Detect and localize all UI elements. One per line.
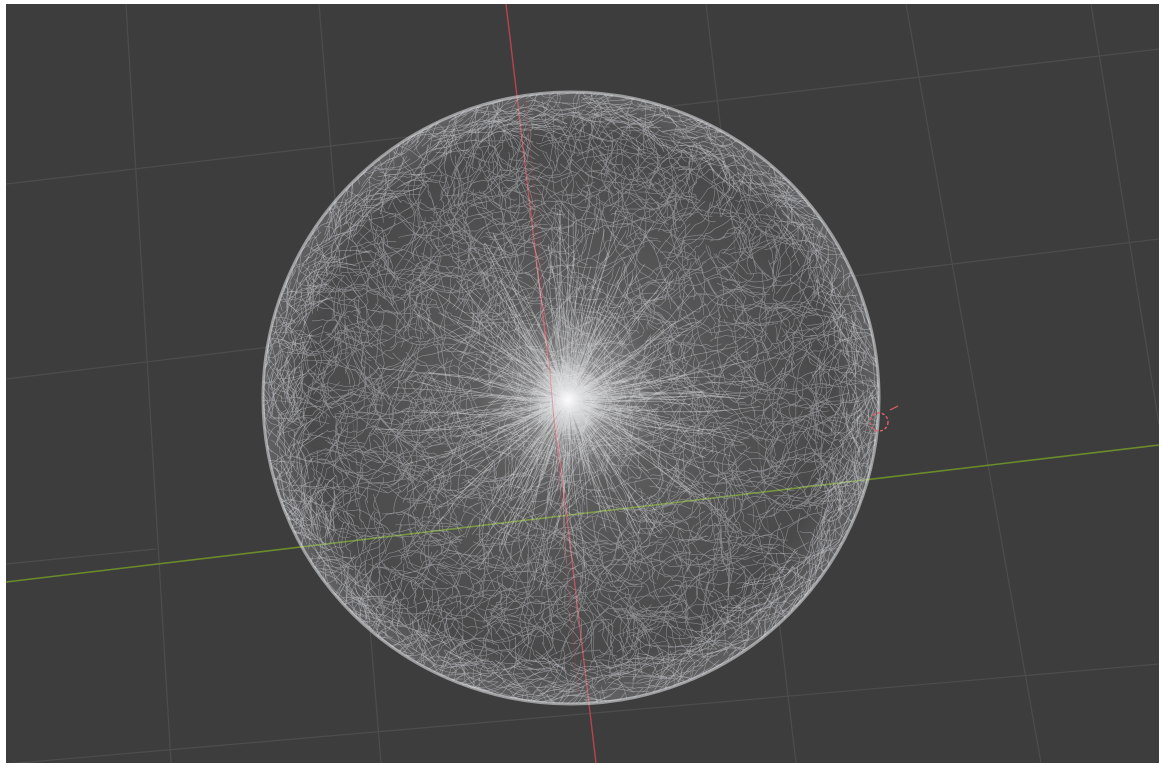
hair-fiber-strands bbox=[263, 92, 879, 704]
object-origin-marker[interactable] bbox=[869, 405, 899, 432]
grid-line bbox=[905, 4, 1042, 763]
grid-line bbox=[125, 4, 172, 763]
hair-fibers bbox=[263, 92, 879, 704]
x-axis-line-overlay bbox=[525, 98, 579, 695]
sphere-rim bbox=[261, 90, 881, 706]
viewport-canvas[interactable] bbox=[6, 4, 1159, 763]
grid-line bbox=[6, 548, 157, 565]
origin-tick bbox=[889, 405, 899, 411]
grid-line bbox=[1090, 4, 1159, 425]
origin-circle-icon bbox=[869, 412, 889, 432]
hair-edge-strands bbox=[263, 92, 879, 704]
hair-particle-sphere[interactable] bbox=[170, 50, 961, 763]
3d-viewport[interactable] bbox=[6, 4, 1159, 763]
grid-line bbox=[10, 663, 1159, 763]
sphere-core-glow bbox=[530, 362, 606, 438]
